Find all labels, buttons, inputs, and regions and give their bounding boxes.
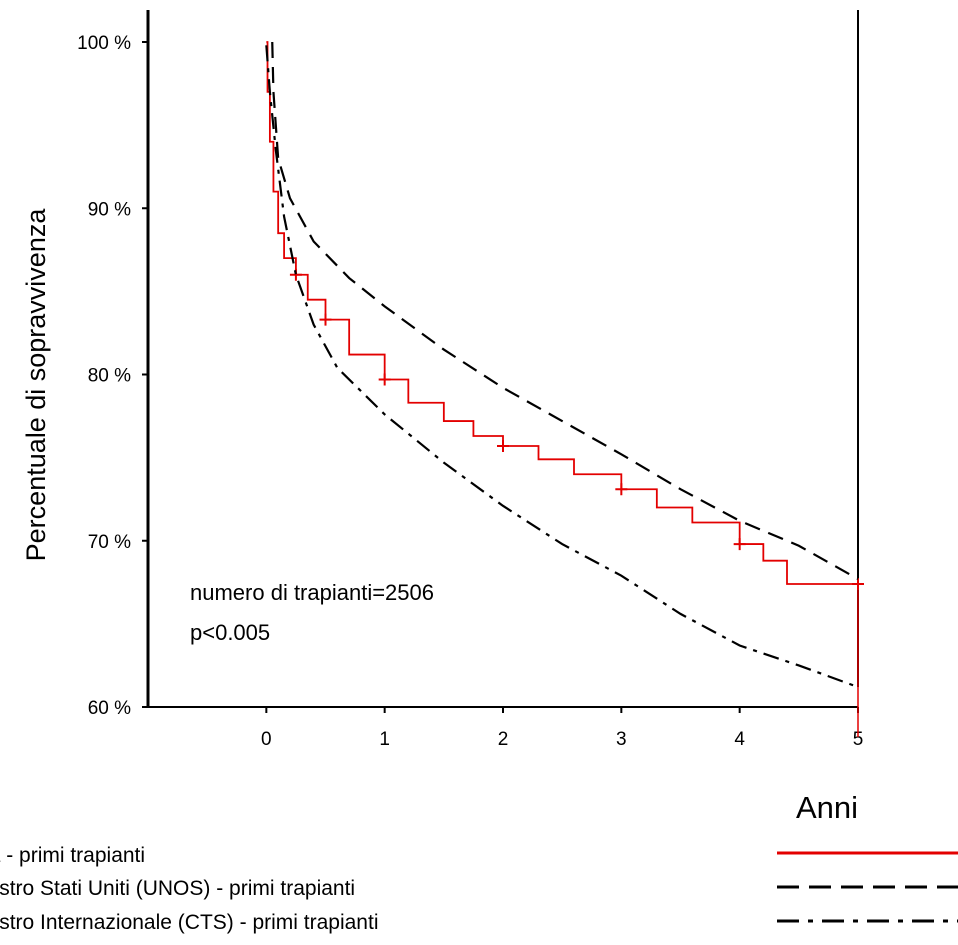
series-line-2 bbox=[265, 45, 859, 689]
x-tick-label: 3 bbox=[616, 729, 627, 750]
y-tick-label: 90 % bbox=[88, 199, 131, 220]
y-tick-label: 80 % bbox=[88, 366, 131, 387]
legend-label-cts: Registro Internazionale (CTS) - primi tr… bbox=[0, 911, 378, 934]
censor-mark bbox=[378, 373, 391, 386]
annotation-trapianti: numero di trapianti=2506 bbox=[190, 580, 434, 605]
censor-mark bbox=[497, 439, 509, 452]
y-axis-label: Percentuale di sopravvivenza bbox=[21, 208, 51, 562]
y-tick-label: 100 % bbox=[77, 33, 131, 54]
legend-label-unos: Registro Stati Uniti (UNOS) - primi trap… bbox=[0, 877, 355, 900]
axes bbox=[142, 10, 859, 713]
series-line-1 bbox=[271, 41, 859, 580]
legend-label-italia: Italia - primi trapianti bbox=[0, 844, 145, 867]
x-axis-label: Anni bbox=[796, 790, 858, 825]
y-tick-label: 70 % bbox=[88, 532, 131, 553]
y-tick-labels: 100 % 90 % 80 % 70 % 60 % bbox=[77, 33, 131, 719]
series-lines bbox=[265, 41, 864, 737]
legend: Italia - primi trapianti Registro Stati … bbox=[0, 844, 958, 934]
annotation-pvalue: p<0.005 bbox=[190, 620, 270, 645]
x-tick-label: 1 bbox=[379, 729, 390, 750]
x-tick-labels: 0 1 2 3 4 5 bbox=[261, 729, 863, 750]
x-tick-label: 5 bbox=[853, 729, 864, 750]
censor-mark bbox=[319, 313, 332, 326]
censor-mark bbox=[733, 538, 746, 551]
y-tick-label: 60 % bbox=[88, 698, 131, 719]
censor-mark bbox=[615, 483, 628, 496]
x-tick-label: 0 bbox=[261, 729, 272, 750]
x-tick-label: 2 bbox=[498, 729, 509, 750]
series-line-0 bbox=[266, 41, 858, 585]
x-tick-label: 4 bbox=[734, 729, 745, 750]
